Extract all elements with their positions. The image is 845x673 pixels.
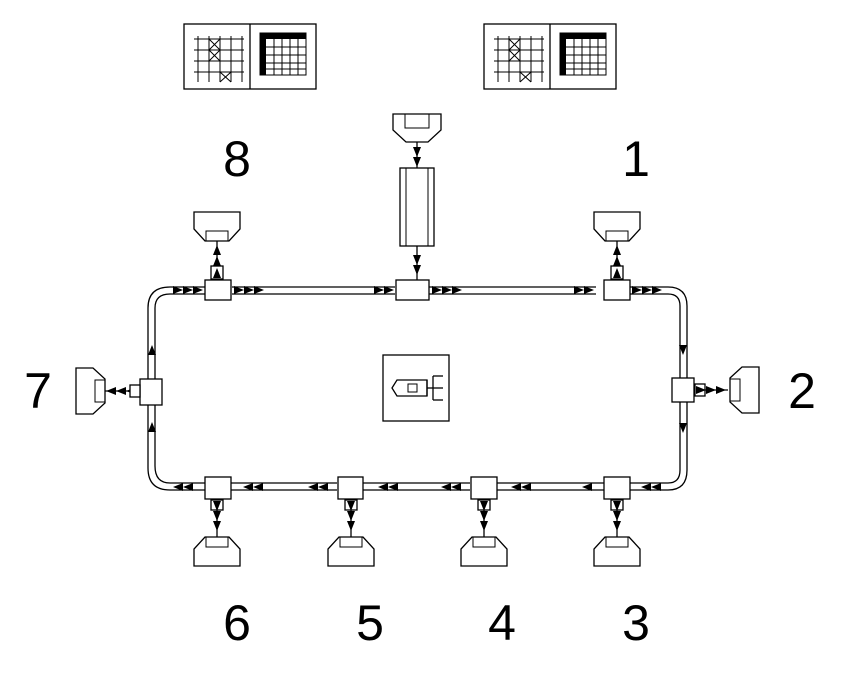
conveyor-right [667, 286, 688, 491]
workstation-4 [460, 499, 508, 567]
workstation-3 [593, 499, 641, 567]
station-label-6: 6 [223, 595, 251, 651]
workstation-1 [593, 211, 641, 280]
station-label-2: 2 [788, 363, 816, 419]
junction-boxes [139, 279, 695, 500]
grid-panel-icon-left [183, 23, 317, 90]
robot-controller-icon [382, 354, 450, 422]
conveyor-top [170, 286, 668, 295]
workstation-7 [75, 367, 141, 415]
feeder-hopper-icon [392, 113, 442, 280]
grid-panel-icon-right [483, 23, 617, 90]
station-label-3: 3 [622, 595, 650, 651]
workstation-5 [327, 499, 375, 567]
station-label-7: 7 [24, 363, 52, 419]
station-label-8: 8 [223, 131, 251, 187]
workstation-2 [694, 366, 760, 414]
conveyor-left [147, 286, 171, 491]
station-label-5: 5 [356, 595, 384, 651]
workstation-8 [193, 211, 241, 280]
station-label-1: 1 [622, 131, 650, 187]
workstation-6 [193, 499, 241, 567]
station-label-4: 4 [488, 595, 516, 651]
